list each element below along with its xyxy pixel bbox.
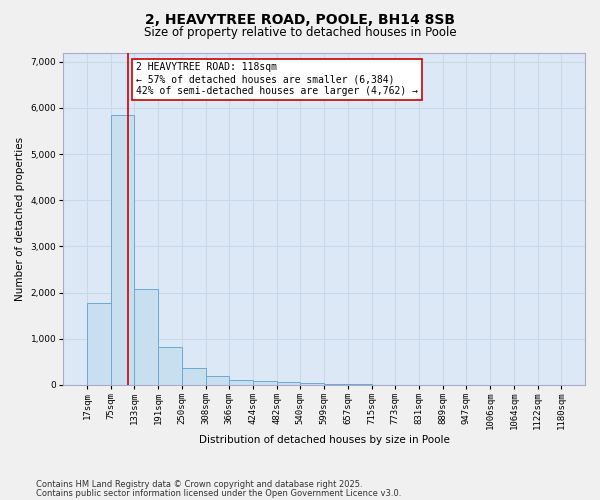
- Text: Size of property relative to detached houses in Poole: Size of property relative to detached ho…: [143, 26, 457, 39]
- Bar: [182, 368, 206, 385]
- Bar: [277, 382, 300, 385]
- Bar: [206, 376, 229, 385]
- Bar: [158, 347, 182, 385]
- Text: Contains public sector information licensed under the Open Government Licence v3: Contains public sector information licen…: [36, 488, 401, 498]
- Text: 2, HEAVYTREE ROAD, POOLE, BH14 8SB: 2, HEAVYTREE ROAD, POOLE, BH14 8SB: [145, 12, 455, 26]
- Text: Contains HM Land Registry data © Crown copyright and database right 2025.: Contains HM Land Registry data © Crown c…: [36, 480, 362, 489]
- X-axis label: Distribution of detached houses by size in Poole: Distribution of detached houses by size …: [199, 435, 449, 445]
- Bar: [300, 383, 325, 385]
- Bar: [229, 380, 253, 385]
- Y-axis label: Number of detached properties: Number of detached properties: [15, 136, 25, 300]
- Bar: [110, 115, 134, 385]
- Bar: [325, 384, 348, 385]
- Text: 2 HEAVYTREE ROAD: 118sqm
← 57% of detached houses are smaller (6,384)
42% of sem: 2 HEAVYTREE ROAD: 118sqm ← 57% of detach…: [136, 62, 418, 96]
- Bar: [87, 302, 110, 385]
- Bar: [253, 381, 277, 385]
- Bar: [134, 289, 158, 385]
